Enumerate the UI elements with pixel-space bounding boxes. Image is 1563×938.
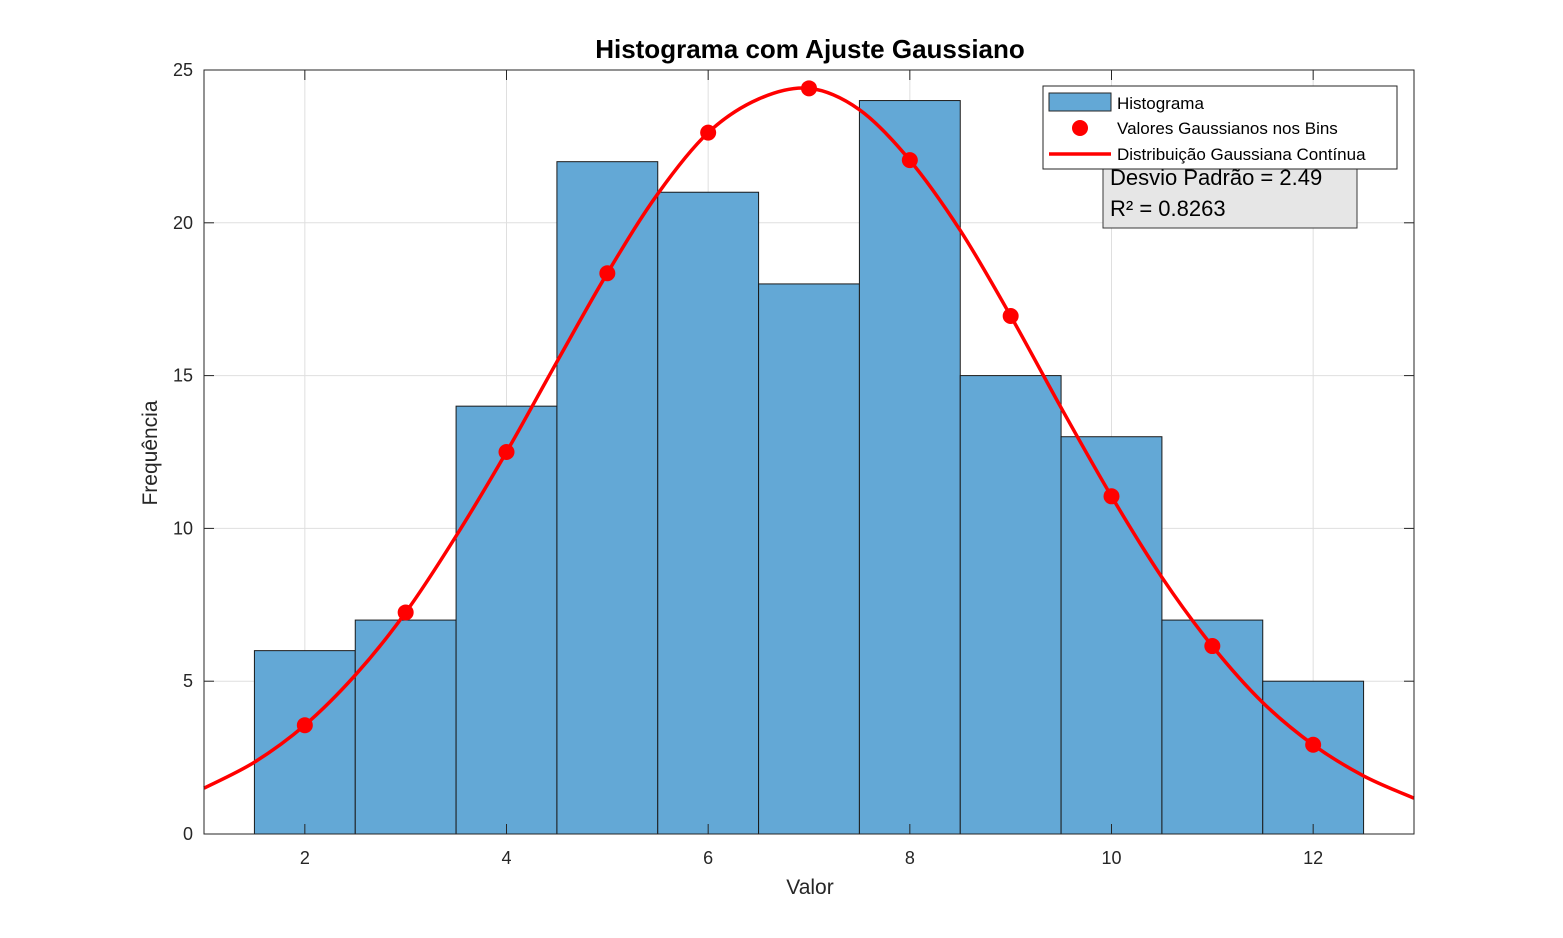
- gaussian-point: [1103, 488, 1120, 505]
- y-tick-label: 5: [183, 671, 193, 691]
- chart-title: Histograma com Ajuste Gaussiano: [595, 34, 1025, 64]
- gaussian-point: [801, 80, 817, 97]
- gaussian-point: [1002, 308, 1019, 325]
- histogram-bar: [354, 619, 457, 835]
- y-tick-label: 25: [173, 60, 193, 80]
- gaussian-point: [397, 604, 414, 621]
- gaussian-point: [1305, 736, 1322, 753]
- histogram-bars: [253, 100, 1365, 835]
- histogram-bar: [455, 405, 558, 835]
- gaussian-point: [700, 124, 717, 141]
- legend-label-curve: Distribuição Gaussiana Contínua: [1117, 145, 1366, 164]
- histogram-bar: [556, 161, 659, 835]
- legend: Histograma Valores Gaussianos nos Bins D…: [1042, 85, 1398, 170]
- histogram-bar: [758, 283, 860, 835]
- legend-bar-swatch: [1048, 92, 1112, 112]
- x-tick-label: 12: [1303, 848, 1323, 868]
- gaussian-points: [296, 80, 1322, 753]
- histogram-bar: [959, 375, 1062, 835]
- x-tick-label: 8: [905, 848, 915, 868]
- histogram-bar: [858, 100, 961, 835]
- y-tick-label: 0: [183, 824, 193, 844]
- gaussian-point: [498, 444, 515, 460]
- histogram-bar: [253, 650, 356, 835]
- legend-marker-swatch: [1072, 120, 1088, 136]
- x-tick-label: 4: [501, 848, 511, 868]
- stats-line-r2: R² = 0.8263: [1110, 196, 1226, 221]
- tick-labels: 2 4 6 8 10 12 0 5 10 15 20 25: [173, 60, 1323, 868]
- histogram-bar: [1262, 680, 1365, 835]
- y-tick-label: 15: [173, 366, 193, 386]
- y-tick-label: 20: [173, 213, 193, 233]
- gaussian-point: [901, 152, 918, 169]
- plot-frame: [203, 69, 1415, 835]
- x-tick-label: 2: [300, 848, 310, 868]
- histogram-bar: [1161, 619, 1264, 835]
- legend-label-points: Valores Gaussianos nos Bins: [1117, 119, 1338, 138]
- y-axis-label: Frequência: [139, 400, 162, 505]
- histogram-bar: [657, 191, 760, 835]
- x-tick-label: 6: [703, 848, 713, 868]
- x-tick-label: 10: [1101, 848, 1121, 868]
- gaussian-point: [1204, 638, 1221, 655]
- axes: [203, 69, 1415, 835]
- x-axis-label: Valor: [786, 876, 833, 899]
- gaussian-point: [296, 717, 313, 734]
- gaussian-point: [599, 265, 616, 282]
- y-tick-label: 10: [173, 518, 193, 538]
- legend-label-histogram: Histograma: [1117, 94, 1204, 113]
